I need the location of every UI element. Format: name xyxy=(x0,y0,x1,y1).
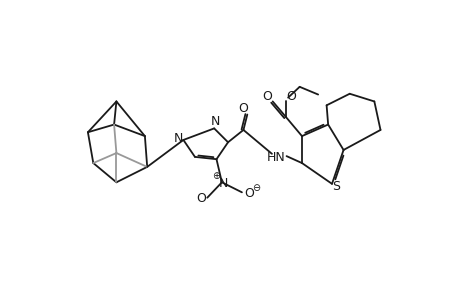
Text: O: O xyxy=(262,90,272,103)
Text: O: O xyxy=(243,187,253,200)
Text: O: O xyxy=(196,192,206,205)
Text: O: O xyxy=(238,102,248,115)
Text: HN: HN xyxy=(267,151,285,164)
Text: S: S xyxy=(332,180,340,194)
Text: N: N xyxy=(211,115,220,128)
Text: ⊕: ⊕ xyxy=(211,171,219,181)
Text: O: O xyxy=(285,90,296,103)
Text: ⊖: ⊖ xyxy=(251,183,259,193)
Text: N: N xyxy=(173,132,182,145)
Text: N: N xyxy=(218,177,228,190)
